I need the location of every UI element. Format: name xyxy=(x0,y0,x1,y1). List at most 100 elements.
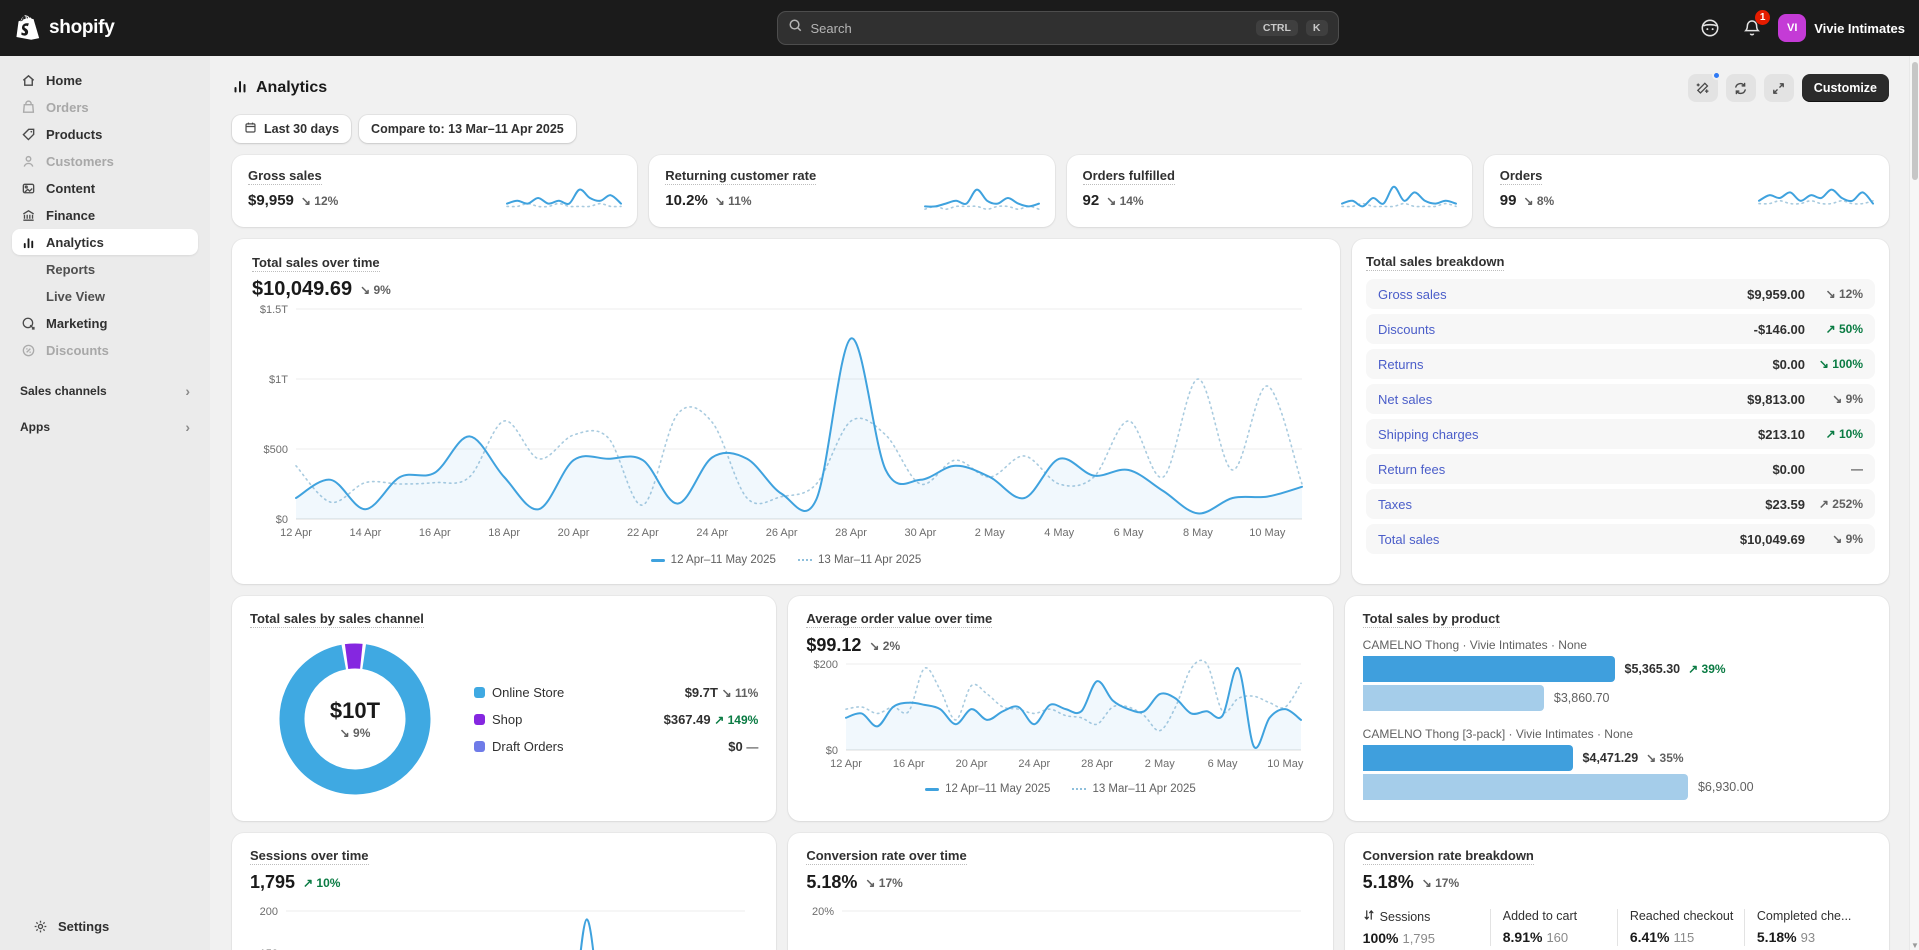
main-content: Analytics Customize Last 30 days xyxy=(210,56,1919,950)
product-current-bar[interactable] xyxy=(1363,656,1615,682)
product-previous-bar[interactable] xyxy=(1363,685,1544,711)
product-previous-bar[interactable] xyxy=(1363,774,1688,800)
refresh-cycle-button[interactable] xyxy=(1726,74,1756,102)
total-sales-line-chart: $0$500$1T$1.5T12 Apr14 Apr16 Apr18 Apr20… xyxy=(252,301,1312,543)
channel-shop: Shop xyxy=(474,712,564,727)
scrollbar-thumb[interactable] xyxy=(1912,62,1918,180)
sidebar-item-marketing[interactable]: Marketing xyxy=(12,310,198,336)
sidekick-button[interactable] xyxy=(1694,12,1726,44)
card-title-channels[interactable]: Total sales by sales channel xyxy=(250,611,424,628)
scroll-down-arrow[interactable]: ▼ xyxy=(1910,941,1919,950)
sessions-over-time-card: Sessions over time 1,795 ↗ 10% 200150 xyxy=(232,833,776,950)
svg-text:30 Apr: 30 Apr xyxy=(905,527,937,539)
global-search[interactable]: CTRL K xyxy=(777,11,1339,45)
insights-button[interactable] xyxy=(1688,74,1718,102)
legend-current-period: 12 Apr–11 May 2025 xyxy=(651,554,776,566)
sparkline-chart xyxy=(505,181,623,215)
aov-value: $99.12 xyxy=(806,635,861,656)
funnel-icon xyxy=(1363,909,1375,924)
kpi-value: 92 xyxy=(1083,192,1100,209)
conversion-rate-over-time-card: Conversion rate over time 5.18% ↘ 17% 20… xyxy=(788,833,1332,950)
page-scrollbar[interactable]: ▼ xyxy=(1909,56,1919,950)
sidebar-item-content[interactable]: Content xyxy=(12,175,198,201)
sessions-line-chart: 200150 xyxy=(250,903,755,950)
svg-text:10 May: 10 May xyxy=(1268,758,1305,770)
kpi-card-gross-sales[interactable]: Gross sales $9,959 ↘ 12% xyxy=(232,155,637,227)
kpi-card-orders-fulfilled[interactable]: Orders fulfilled 92 ↘ 14% xyxy=(1067,155,1472,227)
sparkline-chart xyxy=(1340,181,1458,215)
svg-text:16 Apr: 16 Apr xyxy=(419,527,451,539)
svg-text:26 Apr: 26 Apr xyxy=(766,527,798,539)
sidebar-section-apps[interactable]: Apps › xyxy=(20,419,190,435)
svg-text:24 Apr: 24 Apr xyxy=(696,527,728,539)
legend-previous-period: 13 Mar–11 Apr 2025 xyxy=(1072,783,1195,795)
svg-text:$1T: $1T xyxy=(269,374,288,386)
breakdown-row: Total sales$10,049.69↘ 9% xyxy=(1366,524,1875,554)
sidebar-item-products[interactable]: Products xyxy=(12,121,198,147)
bank-icon xyxy=(20,207,36,223)
chevron-right-icon: › xyxy=(185,383,190,399)
kpi-card-orders[interactable]: Orders 99 ↘ 8% xyxy=(1484,155,1889,227)
brand-wordmark: shopify xyxy=(49,17,114,39)
date-range-button[interactable]: Last 30 days xyxy=(232,115,351,143)
search-input[interactable] xyxy=(811,21,1248,36)
new-insight-dot xyxy=(1712,71,1721,80)
svg-text:$1.5T: $1.5T xyxy=(260,304,288,316)
compare-button[interactable]: Compare to: 13 Mar–11 Apr 2025 xyxy=(359,115,576,143)
svg-text:20 Apr: 20 Apr xyxy=(558,527,590,539)
aov-change: ↘ 2% xyxy=(869,639,900,653)
sidebar-item-reports[interactable]: Reports xyxy=(12,256,198,282)
svg-text:22 Apr: 22 Apr xyxy=(627,527,659,539)
card-title-breakdown[interactable]: Total sales breakdown xyxy=(1366,254,1504,271)
kpi-card-returning-customer-rate[interactable]: Returning customer rate 10.2% ↘ 11% xyxy=(649,155,1054,227)
notifications-button[interactable]: 1 xyxy=(1736,12,1768,44)
breakdown-row: Taxes$23.59↗ 252% xyxy=(1366,489,1875,519)
svg-text:2 May: 2 May xyxy=(975,527,1005,539)
card-title-total-sales[interactable]: Total sales over time xyxy=(252,255,380,272)
bar-chart-icon xyxy=(20,234,36,250)
home-icon xyxy=(20,72,36,88)
svg-text:$0: $0 xyxy=(276,514,288,526)
breakdown-row: Net sales$9,813.00↘ 9% xyxy=(1366,384,1875,414)
shopify-logo[interactable]: shopify xyxy=(16,14,212,42)
product-current-bar[interactable] xyxy=(1363,745,1573,771)
card-title-sessions[interactable]: Sessions over time xyxy=(250,848,369,865)
sessions-value: 1,795 xyxy=(250,872,295,893)
kpi-value: 99 xyxy=(1500,192,1517,209)
expand-button[interactable] xyxy=(1764,74,1794,102)
sidebar-item-home[interactable]: Home xyxy=(12,67,198,93)
kpi-value: $9,959 xyxy=(248,192,294,209)
sidebar-item-orders[interactable]: Orders xyxy=(12,94,198,120)
total-sales-change: ↘ 9% xyxy=(360,283,391,297)
conversion-breakdown-change: ↘ 17% xyxy=(1422,876,1459,890)
legend-current-period: 12 Apr–11 May 2025 xyxy=(925,783,1050,795)
breakdown-row: Gross sales$9,959.00↘ 12% xyxy=(1366,279,1875,309)
card-title-products[interactable]: Total sales by product xyxy=(1363,611,1500,628)
sidebar-section-sales-channels[interactable]: Sales channels › xyxy=(20,383,190,399)
customize-button[interactable]: Customize xyxy=(1802,74,1889,102)
sparkline-chart xyxy=(1757,181,1875,215)
sidebar-item-discounts[interactable]: Discounts xyxy=(12,337,198,363)
svg-text:10 May: 10 May xyxy=(1249,527,1286,539)
card-title-conversion-breakdown[interactable]: Conversion rate breakdown xyxy=(1363,848,1534,865)
sidebar-item-customers[interactable]: Customers xyxy=(12,148,198,174)
conversion-change: ↘ 17% xyxy=(865,876,902,890)
kpi-value: 10.2% xyxy=(665,192,708,209)
breakdown-row: Returns$0.00↘ 100% xyxy=(1366,349,1875,379)
funnel-step-added-to-cart: Added to cart 8.91%160 xyxy=(1490,909,1617,946)
sidebar-item-settings[interactable]: Settings xyxy=(24,913,186,939)
card-title-aov[interactable]: Average order value over time xyxy=(806,611,992,628)
sidebar-item-live-view[interactable]: Live View xyxy=(12,283,198,309)
svg-text:16 Apr: 16 Apr xyxy=(893,758,925,770)
svg-text:6 May: 6 May xyxy=(1208,758,1238,770)
sidebar-item-analytics[interactable]: Analytics xyxy=(12,229,198,255)
channel-draft-orders: Draft Orders xyxy=(474,739,564,754)
total-sales-over-time-card: Total sales over time $10,049.69 ↘ 9% $0… xyxy=(232,239,1340,584)
search-icon xyxy=(788,18,803,38)
card-title-conversion[interactable]: Conversion rate over time xyxy=(806,848,966,865)
shortcut-ctrl-key: CTRL xyxy=(1256,20,1298,36)
calendar-icon xyxy=(244,121,257,137)
page-title: Analytics xyxy=(232,78,327,99)
store-menu[interactable]: VI Vivie Intimates xyxy=(1778,14,1905,42)
sidebar-item-finance[interactable]: Finance xyxy=(12,202,198,228)
